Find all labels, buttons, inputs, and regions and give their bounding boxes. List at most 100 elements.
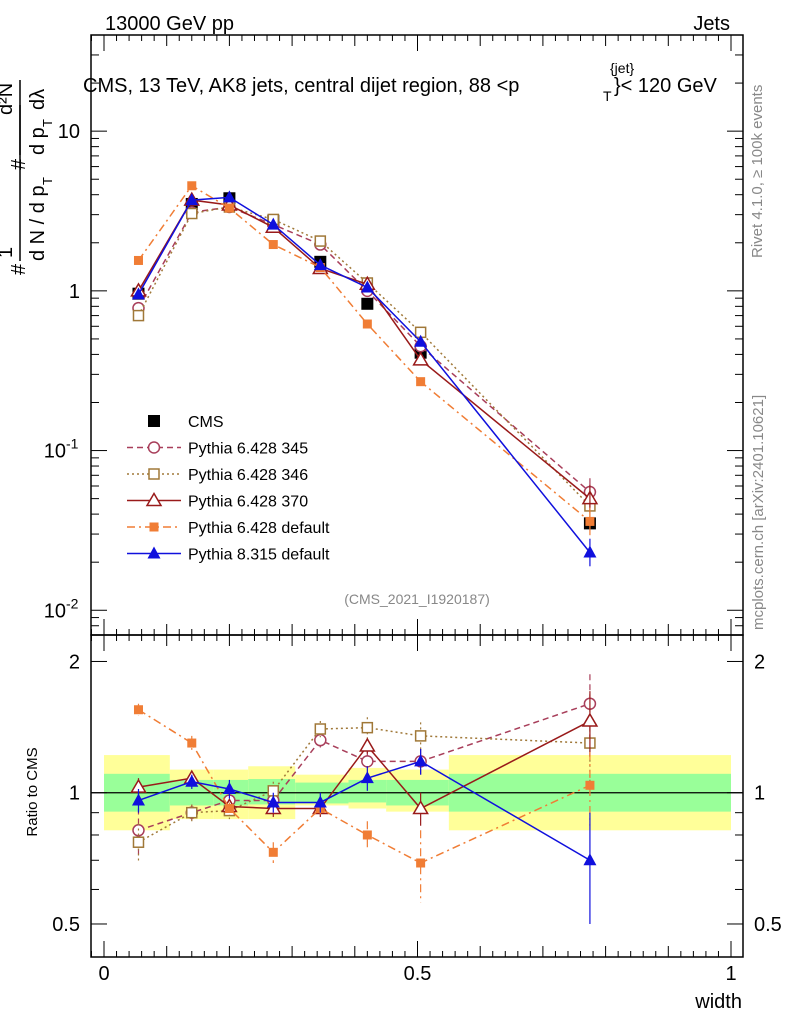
series-pythia-8-315-default-ratio-point [313, 795, 327, 808]
series-pythia-6-428-370-ratio-point [412, 800, 429, 815]
series-pythia-6-428-default-point [187, 181, 197, 191]
ratio-y-tick-label: 0.5 [52, 914, 80, 936]
y-tick-label: 10 [58, 121, 80, 143]
legend-label: Pythia 6.428 346 [188, 467, 308, 484]
legend-label: Pythia 6.428 370 [188, 494, 308, 511]
series-pythia-6-428-default-point [224, 203, 234, 213]
title-sup: {jet} [610, 60, 634, 76]
analysis-id-label: (CMS_2021_I1920187) [344, 591, 490, 607]
series-pythia-8-315-default-ratio-point [131, 793, 145, 806]
series-pythia-8-315-default-ratio-point [583, 853, 597, 866]
series-pythia-8-315-default-point [414, 334, 428, 347]
ylabel-part-dlambda: dλ [27, 89, 49, 110]
series-pythia-8-315-default-ratio-point [222, 781, 236, 794]
series-pythia-8-315-default-ratio-point [266, 795, 280, 808]
ratio-y-tick-label-right: 0.5 [754, 914, 782, 936]
series-pythia-6-428-346-ratio-point [361, 721, 374, 734]
legend-marker [147, 546, 161, 559]
series-pythia-6-428-346-ratio-point [314, 723, 327, 735]
ylabel-part-denom: d N / d p [27, 185, 49, 261]
ratio-y-tick-label: 1 [69, 783, 80, 805]
legend-label: Pythia 6.428 345 [188, 441, 308, 458]
legend: CMS Pythia 6.428 345 Pythia 6.428 346 Pythi… [127, 414, 330, 564]
ylabel-part-sub1: T [40, 177, 55, 185]
series-pythia-6-428-346-point [132, 309, 145, 322]
series-pythia-6-428-346-ratio-point [414, 730, 427, 742]
series-pythia-6-428-370-point [412, 351, 429, 366]
series-pythia-6-428-345-ratio-line [138, 703, 591, 832]
series-pythia-8-315-default-point [185, 193, 199, 206]
series-pythia-6-428-346-point [186, 207, 198, 220]
legend-entry: CMS [148, 414, 224, 431]
series-pythia-8-315-default-ratio-point [414, 754, 428, 767]
series-pythia-6-428-default-line [137, 184, 591, 522]
title-part-1: CMS, 13 TeV, AK8 jets, central dijet reg… [83, 75, 519, 97]
legend-label: Pythia 6.428 default [188, 520, 330, 537]
series-pythia-6-428-345-line [137, 206, 591, 493]
series-pythia-6-428-default-point [133, 255, 143, 265]
legend-entry: Pythia 8.315 default [127, 546, 330, 564]
energy-label: 13000 GeV pp [105, 13, 234, 35]
legend-marker [148, 415, 160, 427]
x-tick-label: 0 [98, 963, 109, 985]
ratio-y-axis-label: Ratio to CMS [24, 747, 41, 836]
title-sub: T [603, 88, 612, 104]
x-axis-label: width [694, 991, 742, 1013]
series-pythia-8-315-default-line [137, 196, 591, 553]
series-pythia-8-315-default-point [360, 280, 374, 293]
band-inner-segment [348, 779, 387, 803]
y-tick-label: 10 [44, 600, 66, 622]
series-pythia-6-428-default-ratio-point [416, 858, 426, 868]
series-pythia-8-315-default-ratio-line [138, 760, 591, 861]
y-tick-label-exponent: -1 [66, 436, 79, 452]
legend-marker [148, 468, 160, 480]
ylabel-part-hash2: # [8, 158, 30, 170]
x-tick-label: 0.5 [404, 963, 432, 985]
mcplots-label: mcplots.cern.ch [arXiv:2401.10621] [750, 395, 767, 630]
main-series-layer [130, 181, 599, 567]
legend-marker [145, 492, 163, 507]
ratio-y-tick-label-right: 1 [754, 783, 765, 805]
series-pythia-6-428-default-ratio-line [138, 709, 591, 864]
series-pythia-8-315-default-point [266, 217, 280, 230]
ratio-y-tick-label-right: 2 [754, 651, 765, 673]
legend-marker [149, 522, 159, 532]
legend-entry: Pythia 6.428 346 [127, 467, 308, 484]
y-tick-label: 1 [69, 281, 80, 303]
series-pythia-6-428-370-line [137, 199, 591, 500]
series-pythia-6-428-default-ratio-point [224, 804, 234, 814]
series-pythia-6-428-default-point [362, 319, 372, 329]
series-pythia-6-428-default-ratio-point [187, 738, 197, 748]
legend-label: Pythia 8.315 default [188, 547, 330, 564]
series-pythia-6-428-default-point [268, 240, 278, 250]
x-tick-label: 1 [725, 963, 736, 985]
series-pythia-6-428-346-ratio-point [132, 836, 145, 848]
series-cms-point [361, 297, 374, 310]
series-pythia-6-428-346-point [314, 235, 327, 247]
series-pythia-8-315-default-ratio-point [185, 774, 199, 787]
chart-title: CMS, 13 TeV, AK8 jets, central dijet reg… [83, 60, 718, 104]
process-label: Jets [693, 13, 730, 35]
title-part-2: }< 120 GeV [614, 75, 718, 97]
series-pythia-6-428-default-ratio-point [362, 830, 372, 840]
ylabel-part-hash: # [8, 263, 30, 275]
legend-entry: Pythia 6.428 345 [127, 441, 308, 458]
ylabel-part-dpt: d p [27, 127, 49, 155]
ylabel-part-one: 1 [0, 247, 17, 258]
y-tick-label-exponent: -2 [66, 595, 79, 611]
series-pythia-8-315-default-point [313, 258, 327, 271]
ratio-series-layer [130, 674, 599, 924]
series-pythia-8-315-default-ratio-point [360, 771, 374, 784]
series-pythia-6-428-default-ratio-point [133, 705, 143, 715]
legend-entry: Pythia 6.428 370 [127, 492, 308, 511]
rivet-label: Rivet 4.1.0, ≥ 100k events [749, 85, 766, 258]
ylabel-part-d2n: d²N [0, 83, 17, 115]
series-pythia-6-428-346-ratio-point [186, 806, 198, 819]
series-pythia-6-428-370-ratio-point [581, 712, 599, 727]
ratio-y-tick-label: 2 [69, 651, 80, 673]
legend-entry: Pythia 6.428 default [127, 520, 330, 537]
legend-label: CMS [188, 414, 224, 431]
series-pythia-6-428-346-line [137, 206, 591, 507]
